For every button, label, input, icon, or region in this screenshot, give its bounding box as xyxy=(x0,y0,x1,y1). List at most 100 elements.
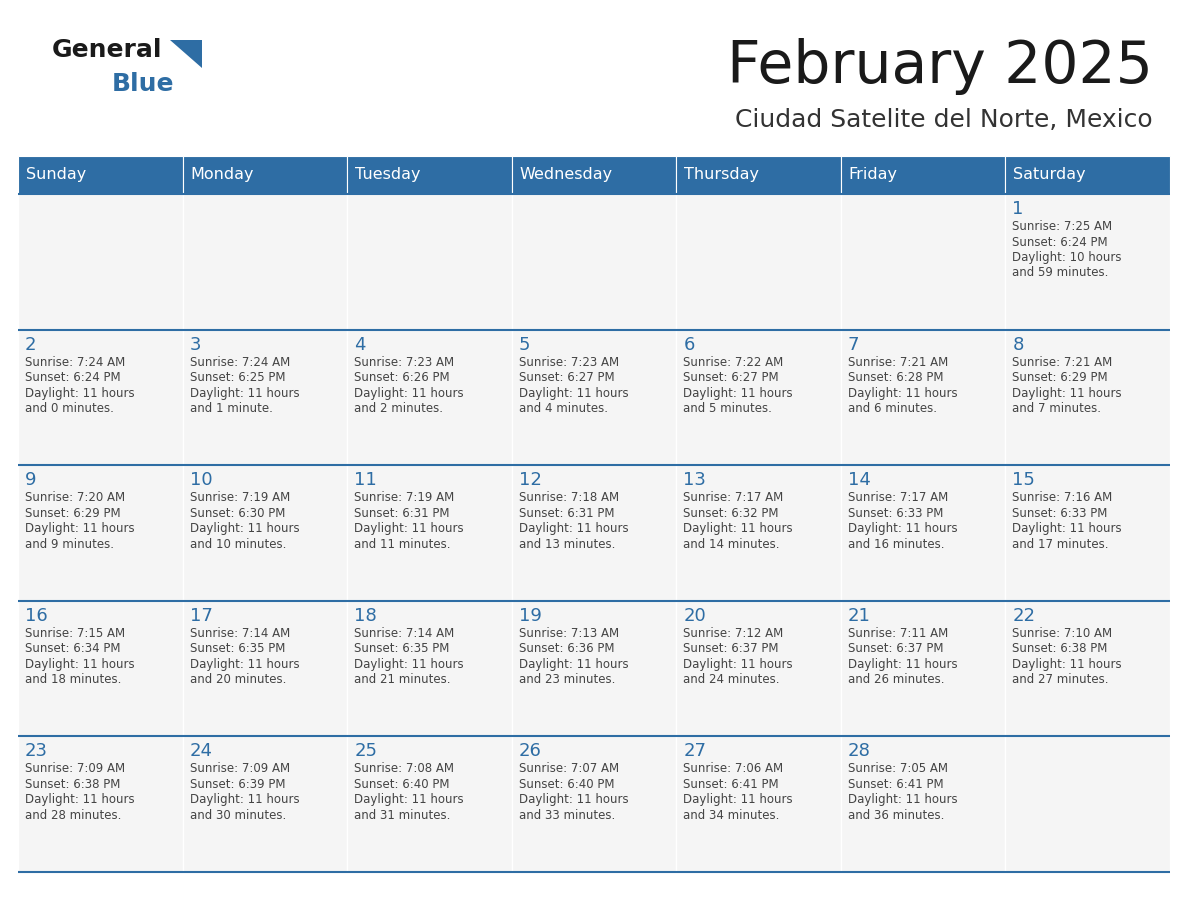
Bar xyxy=(841,156,1005,194)
Text: Daylight: 11 hours: Daylight: 11 hours xyxy=(1012,658,1121,671)
Bar xyxy=(18,465,183,600)
Text: and 4 minutes.: and 4 minutes. xyxy=(519,402,608,415)
Text: 25: 25 xyxy=(354,743,377,760)
Text: Sunrise: 7:19 AM: Sunrise: 7:19 AM xyxy=(190,491,290,504)
Text: and 31 minutes.: and 31 minutes. xyxy=(354,809,450,822)
Text: Daylight: 11 hours: Daylight: 11 hours xyxy=(848,658,958,671)
Text: Sunset: 6:24 PM: Sunset: 6:24 PM xyxy=(1012,236,1108,249)
Text: Sunrise: 7:10 AM: Sunrise: 7:10 AM xyxy=(1012,627,1112,640)
Text: Daylight: 11 hours: Daylight: 11 hours xyxy=(190,793,299,806)
Text: Sunset: 6:37 PM: Sunset: 6:37 PM xyxy=(683,643,779,655)
Text: 24: 24 xyxy=(190,743,213,760)
Text: Daylight: 11 hours: Daylight: 11 hours xyxy=(190,658,299,671)
Text: 11: 11 xyxy=(354,471,377,489)
Text: Sunset: 6:30 PM: Sunset: 6:30 PM xyxy=(190,507,285,520)
Text: Daylight: 11 hours: Daylight: 11 hours xyxy=(683,386,792,399)
Text: Sunrise: 7:20 AM: Sunrise: 7:20 AM xyxy=(25,491,125,504)
Text: and 14 minutes.: and 14 minutes. xyxy=(683,538,779,551)
Text: and 5 minutes.: and 5 minutes. xyxy=(683,402,772,415)
Text: Daylight: 11 hours: Daylight: 11 hours xyxy=(354,793,463,806)
Text: and 18 minutes.: and 18 minutes. xyxy=(25,673,121,687)
Bar xyxy=(347,330,512,465)
Text: Sunset: 6:38 PM: Sunset: 6:38 PM xyxy=(25,778,120,791)
Text: and 7 minutes.: and 7 minutes. xyxy=(1012,402,1101,415)
Text: Thursday: Thursday xyxy=(684,167,759,183)
Text: 4: 4 xyxy=(354,336,366,353)
Bar xyxy=(183,736,347,872)
Text: 16: 16 xyxy=(25,607,48,625)
Text: Sunrise: 7:09 AM: Sunrise: 7:09 AM xyxy=(190,763,290,776)
Bar xyxy=(347,465,512,600)
Bar xyxy=(676,465,841,600)
Bar xyxy=(841,736,1005,872)
Text: 26: 26 xyxy=(519,743,542,760)
Bar xyxy=(512,330,676,465)
Text: 6: 6 xyxy=(683,336,695,353)
Text: Sunset: 6:36 PM: Sunset: 6:36 PM xyxy=(519,643,614,655)
Bar xyxy=(18,600,183,736)
Text: Sunset: 6:33 PM: Sunset: 6:33 PM xyxy=(848,507,943,520)
Text: Daylight: 11 hours: Daylight: 11 hours xyxy=(848,793,958,806)
Bar xyxy=(1005,736,1170,872)
Text: Sunrise: 7:12 AM: Sunrise: 7:12 AM xyxy=(683,627,784,640)
Text: Sunrise: 7:15 AM: Sunrise: 7:15 AM xyxy=(25,627,125,640)
Text: Sunrise: 7:21 AM: Sunrise: 7:21 AM xyxy=(848,355,948,369)
Text: and 30 minutes.: and 30 minutes. xyxy=(190,809,286,822)
Text: and 36 minutes.: and 36 minutes. xyxy=(848,809,944,822)
Text: Daylight: 11 hours: Daylight: 11 hours xyxy=(190,522,299,535)
Text: Sunrise: 7:22 AM: Sunrise: 7:22 AM xyxy=(683,355,784,369)
Bar xyxy=(183,156,347,194)
Text: and 10 minutes.: and 10 minutes. xyxy=(190,538,286,551)
Bar xyxy=(183,330,347,465)
Bar xyxy=(841,330,1005,465)
Text: and 24 minutes.: and 24 minutes. xyxy=(683,673,779,687)
Bar xyxy=(841,600,1005,736)
Text: Saturday: Saturday xyxy=(1013,167,1086,183)
Bar xyxy=(676,330,841,465)
Text: Sunrise: 7:24 AM: Sunrise: 7:24 AM xyxy=(190,355,290,369)
Text: and 0 minutes.: and 0 minutes. xyxy=(25,402,114,415)
Bar xyxy=(1005,465,1170,600)
Text: Sunset: 6:34 PM: Sunset: 6:34 PM xyxy=(25,643,120,655)
Bar xyxy=(676,736,841,872)
Text: Daylight: 11 hours: Daylight: 11 hours xyxy=(1012,522,1121,535)
Text: Sunrise: 7:19 AM: Sunrise: 7:19 AM xyxy=(354,491,454,504)
Text: Sunset: 6:41 PM: Sunset: 6:41 PM xyxy=(848,778,943,791)
Text: Sunset: 6:25 PM: Sunset: 6:25 PM xyxy=(190,371,285,384)
Text: February 2025: February 2025 xyxy=(727,38,1154,95)
Text: Sunset: 6:29 PM: Sunset: 6:29 PM xyxy=(1012,371,1108,384)
Bar xyxy=(183,194,347,330)
Bar xyxy=(512,600,676,736)
Text: Sunset: 6:26 PM: Sunset: 6:26 PM xyxy=(354,371,450,384)
Text: and 28 minutes.: and 28 minutes. xyxy=(25,809,121,822)
Bar xyxy=(1005,194,1170,330)
Text: Daylight: 11 hours: Daylight: 11 hours xyxy=(683,658,792,671)
Text: Sunrise: 7:08 AM: Sunrise: 7:08 AM xyxy=(354,763,454,776)
Text: and 9 minutes.: and 9 minutes. xyxy=(25,538,114,551)
Text: Friday: Friday xyxy=(849,167,898,183)
Text: Sunrise: 7:09 AM: Sunrise: 7:09 AM xyxy=(25,763,125,776)
Text: Sunset: 6:37 PM: Sunset: 6:37 PM xyxy=(848,643,943,655)
Polygon shape xyxy=(170,40,202,68)
Text: and 20 minutes.: and 20 minutes. xyxy=(190,673,286,687)
Bar xyxy=(512,736,676,872)
Bar xyxy=(841,465,1005,600)
Text: Wednesday: Wednesday xyxy=(519,167,613,183)
Text: 22: 22 xyxy=(1012,607,1036,625)
Text: Daylight: 11 hours: Daylight: 11 hours xyxy=(190,386,299,399)
Text: Sunset: 6:24 PM: Sunset: 6:24 PM xyxy=(25,371,121,384)
Bar xyxy=(512,194,676,330)
Text: Sunrise: 7:17 AM: Sunrise: 7:17 AM xyxy=(683,491,784,504)
Text: and 26 minutes.: and 26 minutes. xyxy=(848,673,944,687)
Text: Sunset: 6:31 PM: Sunset: 6:31 PM xyxy=(519,507,614,520)
Text: Daylight: 11 hours: Daylight: 11 hours xyxy=(848,522,958,535)
Text: and 23 minutes.: and 23 minutes. xyxy=(519,673,615,687)
Text: Sunset: 6:28 PM: Sunset: 6:28 PM xyxy=(848,371,943,384)
Text: 18: 18 xyxy=(354,607,377,625)
Bar xyxy=(1005,156,1170,194)
Text: 14: 14 xyxy=(848,471,871,489)
Text: Sunset: 6:27 PM: Sunset: 6:27 PM xyxy=(519,371,614,384)
Bar xyxy=(1005,330,1170,465)
Text: 8: 8 xyxy=(1012,336,1024,353)
Text: and 21 minutes.: and 21 minutes. xyxy=(354,673,450,687)
